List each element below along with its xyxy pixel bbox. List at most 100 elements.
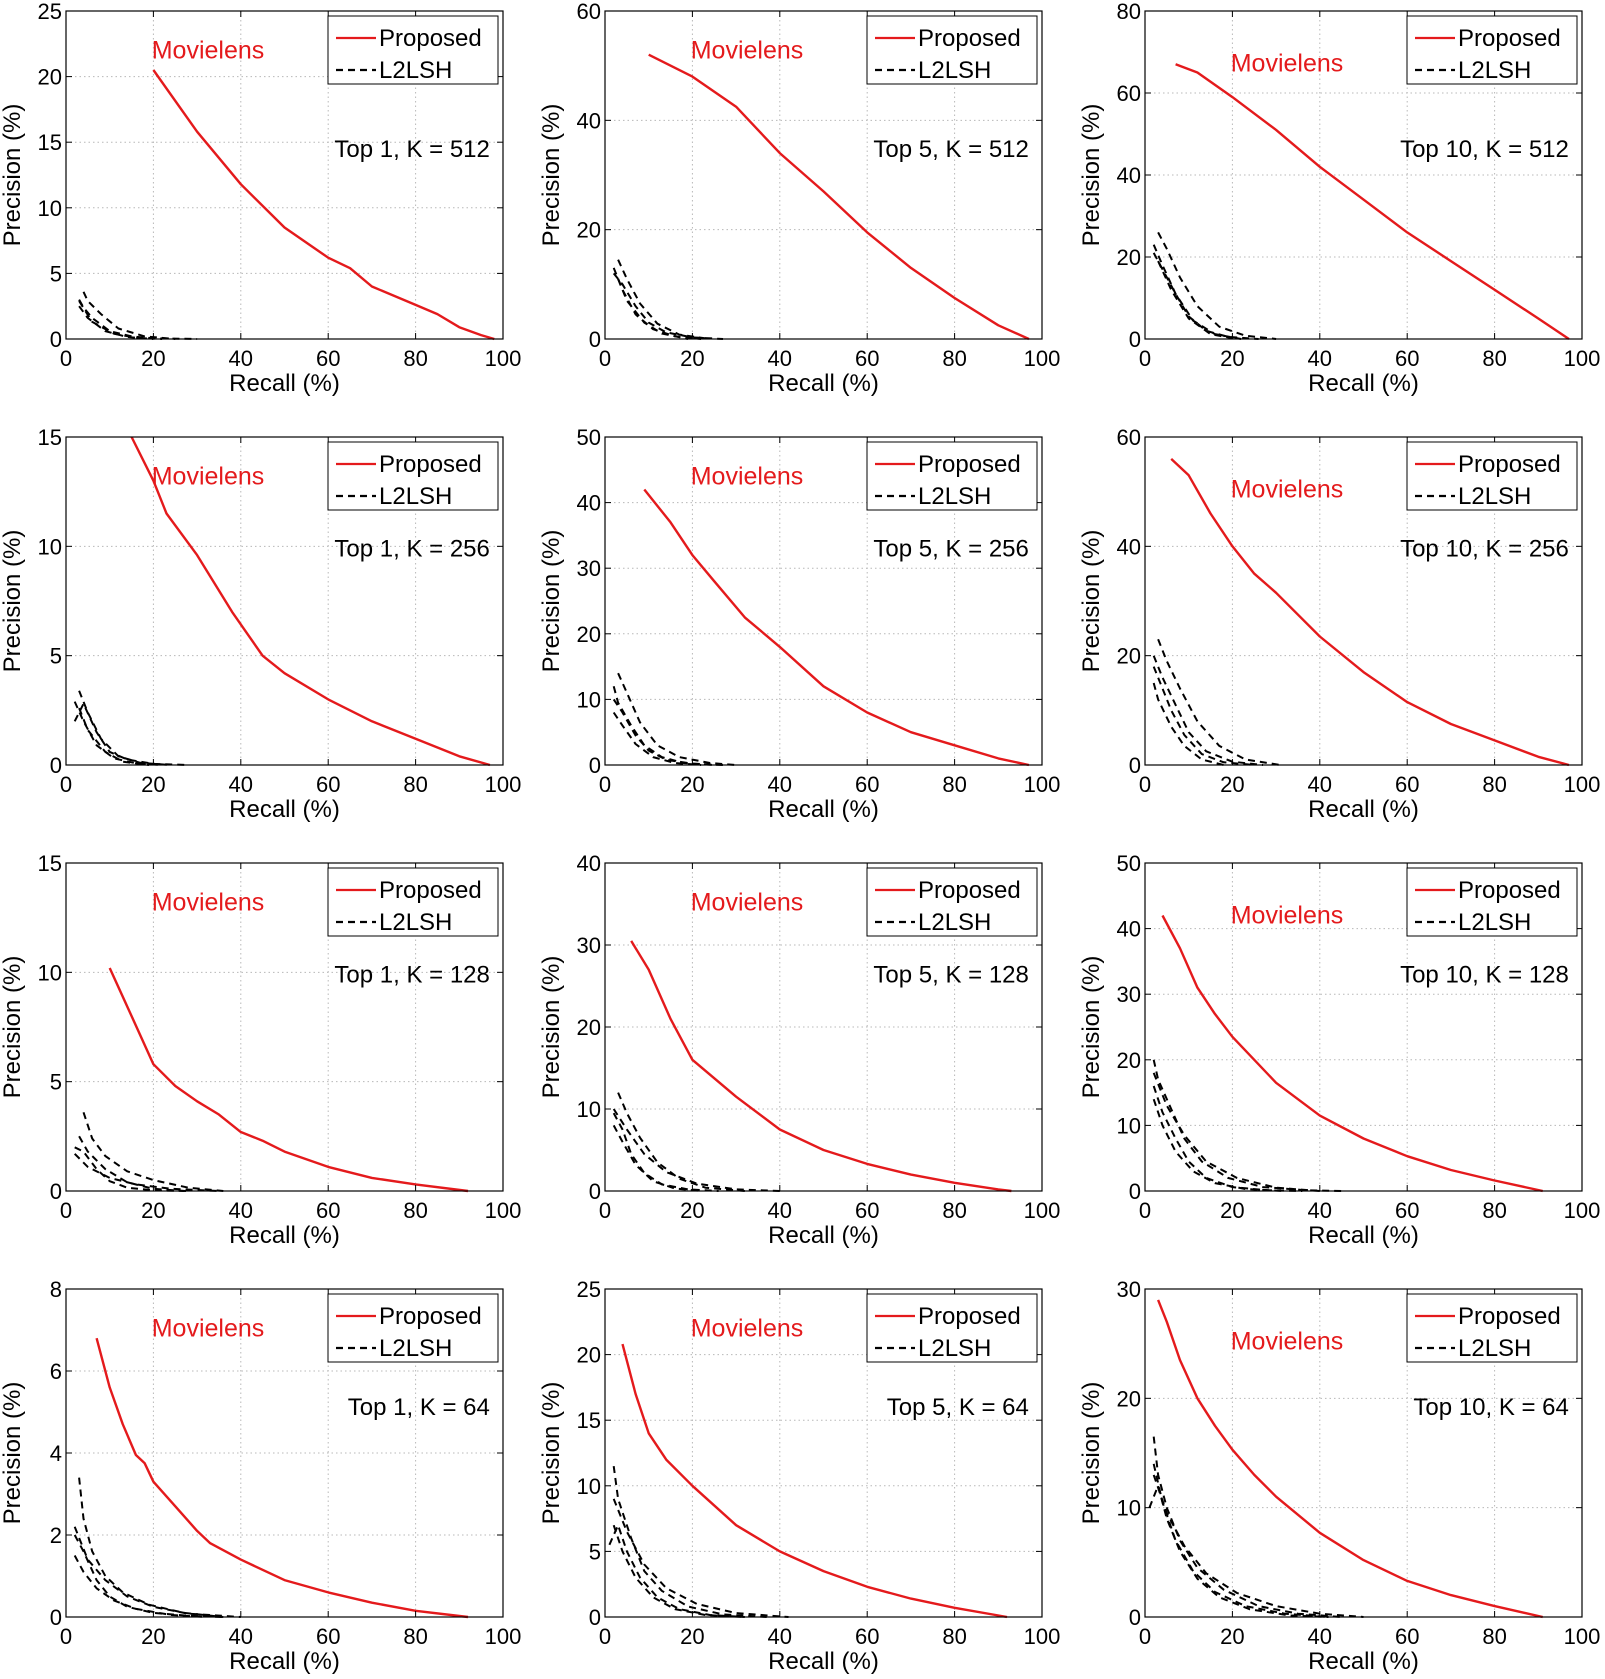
legend-label: L2LSH [379, 909, 452, 936]
series-line-l2lsh [1152, 1072, 1320, 1192]
series-group [78, 69, 495, 341]
x-tick-label: 60 [855, 1624, 879, 1649]
series-line-l2lsh [612, 267, 702, 340]
series-line-l2lsh [1152, 1463, 1329, 1618]
series-line-l2lsh [617, 1092, 745, 1192]
x-tick-label: 80 [942, 772, 966, 797]
legend-label: Proposed [918, 451, 1021, 478]
y-tick-label: 20 [1117, 245, 1141, 270]
legend-label: L2LSH [918, 1335, 991, 1362]
x-tick-label: 60 [855, 346, 879, 371]
x-tick-label: 60 [855, 772, 879, 797]
series-line-l2lsh [82, 1111, 224, 1192]
y-axis-label: Precision (%) [538, 530, 565, 673]
y-axis-label: Precision (%) [0, 104, 26, 247]
y-tick-label: 0 [589, 753, 601, 778]
x-tick-label: 80 [403, 1624, 427, 1649]
y-tick-label: 0 [1129, 327, 1141, 352]
series-line-l2lsh [1148, 1484, 1329, 1618]
legend-box [866, 1293, 1038, 1363]
axes-box [65, 862, 504, 1192]
y-axis-label: Precision (%) [1078, 1382, 1105, 1525]
series-line-l2lsh [73, 1555, 206, 1618]
dataset-label: Movielens [152, 36, 265, 64]
y-tick-label: 25 [577, 1277, 601, 1302]
x-axis-label: Recall (%) [768, 370, 879, 397]
legend-label: L2LSH [1458, 1335, 1531, 1362]
series-line-l2lsh [612, 711, 702, 766]
legend-label: L2LSH [379, 483, 452, 510]
y-tick-label: 40 [1117, 534, 1141, 559]
series-line-l2lsh [78, 1135, 185, 1192]
legend: Proposed L2LSH [327, 441, 499, 511]
series-line-l2lsh [78, 305, 154, 340]
y-tick-label: 80 [1117, 0, 1141, 24]
series-line-l2lsh [1157, 638, 1281, 766]
x-axis-label: Recall (%) [229, 1222, 340, 1249]
y-tick-label: 0 [589, 327, 601, 352]
x-tick-label: 0 [1139, 772, 1151, 797]
series-line-proposed [648, 53, 1030, 341]
x-tick-label: 20 [1220, 1198, 1244, 1223]
series-line-l2lsh [612, 698, 724, 766]
x-tick-label: 0 [60, 1198, 72, 1223]
series-line-proposed [1175, 63, 1570, 340]
legend-label: Proposed [918, 877, 1021, 904]
series-line-l2lsh [612, 1524, 745, 1618]
y-tick-label: 40 [577, 108, 601, 133]
y-tick-label: 30 [1117, 1277, 1141, 1302]
x-tick-label: 80 [942, 1198, 966, 1223]
series-line-l2lsh [82, 291, 176, 340]
x-tick-label: 20 [680, 1624, 704, 1649]
y-axis-label: Precision (%) [538, 956, 565, 1099]
x-tick-label: 60 [316, 772, 340, 797]
y-tick-label: 10 [38, 196, 62, 221]
series-line-proposed [130, 436, 491, 767]
y-tick-label: 60 [1117, 425, 1141, 450]
series-group [608, 1343, 1008, 1619]
y-tick-label: 10 [1117, 1496, 1141, 1521]
x-tick-label: 40 [229, 772, 253, 797]
series-line-l2lsh [1157, 231, 1277, 340]
legend-label: L2LSH [918, 909, 991, 936]
y-tick-label: 30 [577, 933, 601, 958]
dataset-label: Movielens [1231, 49, 1344, 77]
legend-label: L2LSH [379, 57, 452, 84]
series-line-proposed [108, 967, 469, 1193]
subplot: 0 20 40 60 80 100 0 5 10 15 Recall (%) Precision (%… [0, 425, 521, 823]
series-line-l2lsh [1152, 244, 1242, 340]
x-tick-label: 60 [1395, 1624, 1419, 1649]
legend: Proposed L2LSH [327, 15, 499, 85]
series-line-l2lsh [612, 1465, 767, 1618]
y-tick-label: 20 [38, 65, 62, 90]
y-axis-label: Precision (%) [538, 1382, 565, 1525]
dataset-label: Movielens [152, 888, 265, 916]
legend-box [1406, 441, 1578, 511]
series-line-proposed [95, 1337, 469, 1619]
x-tick-label: 80 [942, 346, 966, 371]
x-tick-label: 20 [141, 772, 165, 797]
series-line-l2lsh [1152, 682, 1224, 766]
subplot: 0 20 40 60 80 100 0 20 40 60 80 Recall (%) Precision… [1078, 0, 1600, 397]
y-tick-label: 10 [38, 534, 62, 559]
x-tick-label: 0 [1139, 1198, 1151, 1223]
series-line-l2lsh [1152, 1085, 1303, 1192]
series-line-l2lsh [1152, 666, 1255, 766]
series-line-l2lsh [73, 1526, 241, 1618]
series-line-proposed [621, 1343, 1008, 1619]
legend-label: Proposed [918, 25, 1021, 52]
y-tick-label: 0 [50, 327, 62, 352]
x-tick-label: 40 [229, 1198, 253, 1223]
series-group [1148, 1299, 1543, 1619]
series-line-l2lsh [608, 1524, 745, 1618]
subplot: 0 20 40 60 80 100 0 10 20 30 Recall (%) Precision (… [1078, 1277, 1600, 1675]
legend-label: Proposed [379, 877, 482, 904]
y-tick-label: 4 [50, 1441, 62, 1466]
x-tick-label: 60 [855, 1198, 879, 1223]
chart-annotation: Top 5, K = 64 [887, 1394, 1029, 1421]
chart-annotation: Top 10, K = 64 [1413, 1394, 1568, 1421]
x-tick-label: 80 [1482, 772, 1506, 797]
y-tick-label: 0 [1129, 753, 1141, 778]
